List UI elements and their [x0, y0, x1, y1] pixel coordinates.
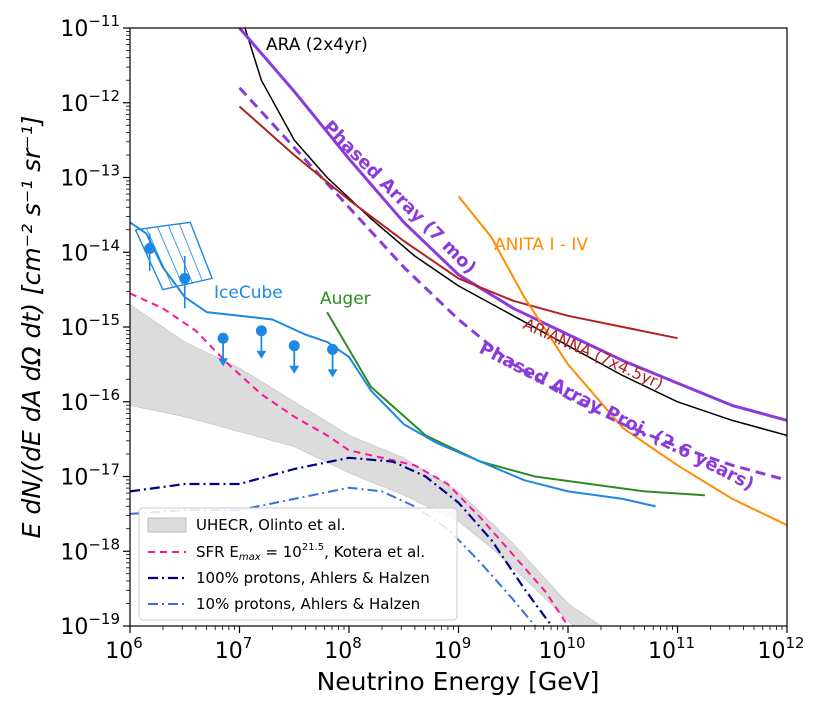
x-axis-title: Neutrino Energy [GeV] [317, 667, 600, 696]
icecube-box-hatch [167, 225, 193, 284]
x-tick-label: 108 [324, 634, 362, 664]
legend-label-10-protons: 10% protons, Ahlers & Halzen [196, 595, 420, 613]
legend-swatch-uhecr [147, 517, 187, 533]
y-tick-label: 10−11 [60, 12, 120, 42]
icecube-box-hatch [157, 226, 183, 286]
series-line-phased-array-proj-2-6-years [238, 86, 787, 482]
y-tick-label: 10−16 [60, 386, 120, 416]
series-line-anita-i-iv [457, 195, 787, 527]
icecube-upper-limit-point [255, 325, 267, 337]
icecube-data-point [144, 243, 156, 255]
x-tick-label: 1012 [757, 634, 804, 664]
x-tick-label: 1010 [538, 634, 585, 664]
legend-box [138, 507, 458, 621]
series-layer [130, 28, 787, 626]
series-line-ara-2x4yr [244, 28, 787, 437]
y-tick-label: 10−13 [60, 162, 120, 192]
icecube-data-point [179, 272, 191, 284]
y-tick-label: 10−14 [60, 236, 120, 266]
series-line-arianna-7x4-5yr [238, 105, 678, 340]
icecube-upper-limit-head [256, 350, 267, 359]
annotation-auger: Auger [320, 289, 371, 309]
icecube-upper-limit-head [218, 358, 229, 367]
icecube-points-layer [134, 221, 339, 378]
annotation-ara: ARA (2x4yr) [266, 35, 368, 55]
series-line-sfr-kotera [130, 292, 569, 626]
x-tick-label: 106 [105, 634, 143, 664]
y-axis-title: E dN/(dE dA dΩ dt) [cm⁻² s⁻¹ sr⁻¹] [17, 116, 46, 539]
series-line-10-protons [130, 486, 536, 626]
x-tick-label: 107 [215, 634, 253, 664]
ticks-layer: 106 107 108 109 1010 1011 1012 10−19 10−18 10−17 1… [60, 12, 804, 664]
series-line-100-protons [130, 456, 553, 626]
icecube-upper-limit-head [289, 365, 300, 374]
x-tick-label: 1011 [648, 634, 695, 664]
y-tick-label: 10−19 [60, 610, 120, 640]
y-tick-label: 10−15 [60, 311, 120, 341]
legend-label-sfr: SFR Emax = 1021.5, Kotera et al. [196, 542, 425, 563]
legend-label-100-protons: 100% protons, Ahlers & Halzen [196, 569, 430, 587]
y-tick-label: 10−12 [60, 87, 120, 117]
icecube-upper-limit-point [288, 340, 300, 352]
icecube-upper-limit-point [217, 332, 229, 344]
y-tick-label: 10−18 [60, 535, 120, 565]
series-line-auger [326, 311, 705, 497]
icecube-upper-limit-point [327, 343, 339, 355]
series-line-phased-array-7-mo [238, 28, 787, 422]
icecube-band-box [134, 221, 214, 291]
x-tick-label: 109 [434, 634, 472, 664]
uhecr-band [130, 304, 602, 626]
icecube-upper-limit-head [327, 369, 338, 378]
annotation-anita: ANITA I - IV [494, 235, 588, 255]
legend-label-uhecr: UHECR, Olinto et al. [196, 516, 346, 534]
annotation-phased-array-7mo: Phased Array (7 mo) [318, 117, 480, 279]
icecube-box-hatch [178, 223, 203, 281]
uhecr-band-layer [130, 304, 602, 626]
annotation-icecube: IceCube [214, 283, 283, 303]
legend: UHECR, Olinto et al. SFR Emax = 1021.5, … [138, 507, 458, 621]
icecube-box-hatch [146, 228, 174, 288]
y-tick-label: 10−17 [60, 461, 120, 491]
